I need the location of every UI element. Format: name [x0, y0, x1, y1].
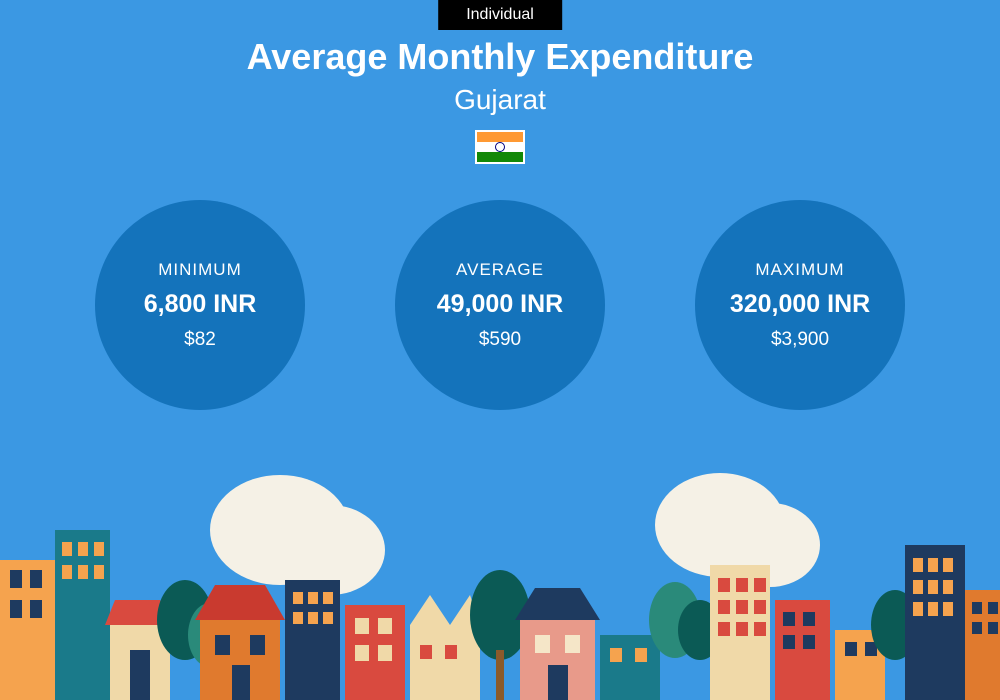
- flag-stripe-green: [477, 152, 523, 162]
- stat-value-usd: $590: [479, 329, 521, 351]
- stats-row: MINIMUM 6,800 INR $82 AVERAGE 49,000 INR…: [0, 200, 1000, 410]
- stat-label: MINIMUM: [158, 260, 241, 280]
- stat-circle-maximum: MAXIMUM 320,000 INR $3,900: [695, 200, 905, 410]
- stat-label: MAXIMUM: [755, 260, 844, 280]
- flag-stripe-white: [477, 142, 523, 152]
- country-flag-icon: [475, 130, 525, 164]
- page-subtitle: Gujarat: [0, 84, 1000, 116]
- stat-value-usd: $3,900: [771, 329, 829, 351]
- stat-value-inr: 320,000 INR: [730, 290, 870, 319]
- stat-value-usd: $82: [184, 329, 216, 351]
- flag-stripe-saffron: [477, 132, 523, 142]
- stat-value-inr: 49,000 INR: [437, 290, 563, 319]
- page-title: Average Monthly Expenditure: [0, 36, 1000, 78]
- cloud-icon: [210, 475, 385, 595]
- stat-label: AVERAGE: [456, 260, 544, 280]
- stat-circle-minimum: MINIMUM 6,800 INR $82: [95, 200, 305, 410]
- category-badge: Individual: [438, 0, 562, 30]
- cityscape-illustration: [0, 470, 1000, 700]
- badge-text: Individual: [466, 6, 534, 23]
- stat-value-inr: 6,800 INR: [144, 290, 257, 319]
- stat-circle-average: AVERAGE 49,000 INR $590: [395, 200, 605, 410]
- infographic-canvas: Individual Average Monthly Expenditure G…: [0, 0, 1000, 700]
- flag-chakra-icon: [495, 142, 505, 152]
